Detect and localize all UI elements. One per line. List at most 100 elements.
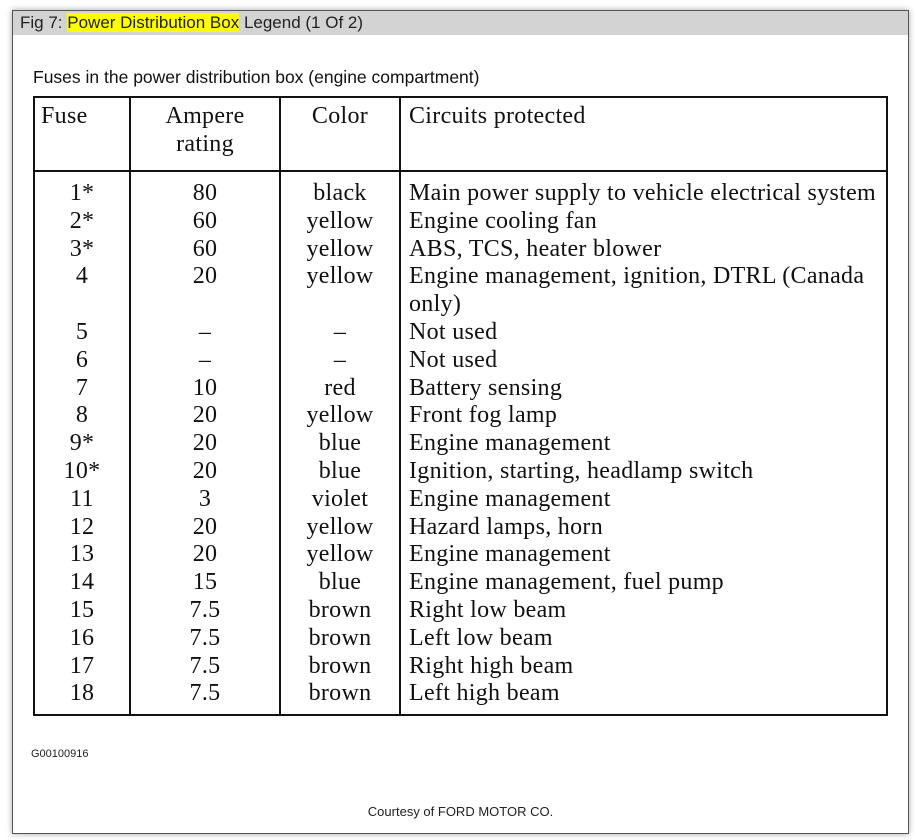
ampere-rating: 20: [129, 513, 281, 542]
fuse-color: blue: [279, 569, 401, 597]
fuse-number: 11: [33, 485, 131, 514]
ampere-rating: 3: [129, 485, 281, 514]
ampere-rating: 7.5: [129, 652, 281, 681]
circuits-protected: Engine management, ignition, DTRL (Canad…: [399, 263, 888, 319]
title-suffix: Legend (1 Of 2): [239, 13, 364, 32]
ampere-rating: 20: [129, 430, 281, 458]
ampere-rating: –: [129, 346, 281, 375]
fuse-color: red: [279, 374, 401, 403]
circuits-protected: Left high beam: [399, 680, 888, 717]
fuse-number: 2*: [33, 207, 131, 236]
circuits-protected: Hazard lamps, horn: [399, 513, 888, 542]
fuse-color: black: [279, 171, 401, 208]
title-prefix: Fig 7:: [20, 13, 68, 32]
fuse-color: yellow: [279, 263, 401, 319]
figure-id: G00100916: [31, 748, 89, 760]
table-row: 18 7.5 brown Left high beam: [33, 680, 888, 717]
table-row: 10* 20 blue Ignition, starting, headlamp sw…: [33, 457, 888, 486]
ampere-rating: 7.5: [129, 596, 281, 625]
circuits-protected: Right low beam: [399, 596, 888, 625]
fuse-color: yellow: [279, 207, 401, 236]
fuse-color: brown: [279, 624, 401, 653]
circuits-protected: Not used: [399, 318, 888, 347]
fuse-number: 7: [33, 374, 131, 403]
table-row: 14 15 blue Engine management, fuel pump: [33, 569, 888, 597]
fuse-color: yellow: [279, 402, 401, 431]
ampere-rating: 20: [129, 457, 281, 486]
fuse-color: blue: [279, 457, 401, 486]
circuits-protected: Engine management, fuel pump: [399, 569, 888, 597]
table-row: 4 20 yellow Engine management, ignition, DT…: [33, 263, 888, 319]
ampere-rating: 20: [129, 263, 281, 319]
circuits-protected: Right high beam: [399, 652, 888, 681]
table-row: 11 3 violet Engine management: [33, 485, 888, 514]
ampere-rating: 7.5: [129, 680, 281, 717]
figure-frame: Fig 7: Power Distribution Box Legend (1 …: [12, 10, 909, 834]
circuits-protected: Not used: [399, 346, 888, 375]
fuse-number: 18: [33, 680, 131, 717]
table-row: 2* 60 yellow Engine cooling fan: [33, 207, 888, 236]
fuse-number: 5: [33, 318, 131, 347]
table-row: 1* 80 black Main power supply to vehicle el…: [33, 171, 888, 208]
circuits-protected: Main power supply to vehicle electrical …: [399, 171, 888, 208]
ampere-rating: 20: [129, 402, 281, 431]
ampere-rating: 60: [129, 235, 281, 264]
fuse-color: yellow: [279, 513, 401, 542]
fuse-color: brown: [279, 652, 401, 681]
table-row: 8 20 yellow Front fog lamp: [33, 402, 888, 431]
fuse-color: yellow: [279, 541, 401, 570]
table-row: 6– – Not used: [33, 346, 888, 375]
table-row: 13 20 yellow Engine management: [33, 541, 888, 570]
ampere-rating: 10: [129, 374, 281, 403]
title-highlight: Power Distribution Box: [67, 13, 240, 32]
ampere-rating: 15: [129, 569, 281, 597]
fuse-number: 14: [33, 569, 131, 597]
ampere-rating: 80: [129, 171, 281, 208]
fuse-number: 4: [33, 263, 131, 319]
fuse-color: yellow: [279, 235, 401, 264]
fuse-number: 8: [33, 402, 131, 431]
ampere-rating: 60: [129, 207, 281, 236]
circuits-protected: Ignition, starting, headlamp switch: [399, 457, 888, 486]
column-header: Color: [279, 96, 401, 172]
fuse-color: –: [279, 346, 401, 375]
table-row: 15 7.5 brown Right low beam: [33, 596, 888, 625]
circuits-protected: Engine management: [399, 485, 888, 514]
circuits-protected: Left low beam: [399, 624, 888, 653]
fuse-color: violet: [279, 485, 401, 514]
fuse-color: brown: [279, 680, 401, 717]
fuse-number: 6: [33, 346, 131, 375]
fuse-color: –: [279, 318, 401, 347]
fuse-number: 10*: [33, 457, 131, 486]
circuits-protected: ABS, TCS, heater blower: [399, 235, 888, 264]
fuse-number: 15: [33, 596, 131, 625]
circuits-protected: Front fog lamp: [399, 402, 888, 431]
table-caption: Fuses in the power distribution box (eng…: [33, 67, 480, 87]
column-header: Circuits protected: [399, 96, 888, 172]
table-row: 5– – Not used: [33, 318, 888, 347]
fuse-number: 17: [33, 652, 131, 681]
courtesy-note: Courtesy of FORD MOTOR CO.: [367, 804, 554, 819]
fuse-color: brown: [279, 596, 401, 625]
circuits-protected: Battery sensing: [399, 374, 888, 403]
table-row: 17 7.5 brown Right high beam: [33, 652, 888, 681]
table-row: 7 10 red Battery sensing: [33, 374, 888, 403]
table-row: 16 7.5 brown Left low beam: [33, 624, 888, 653]
table-row: 9* 20 blue Engine management: [33, 430, 888, 458]
fuse-number: 12: [33, 513, 131, 542]
fuse-number: 13: [33, 541, 131, 570]
fuse-number: 9*: [33, 430, 131, 458]
fuse-number: 1*: [33, 171, 131, 208]
ampere-rating: –: [129, 318, 281, 347]
circuits-protected: Engine cooling fan: [399, 207, 888, 236]
table-row: 3* 60 yellow ABS, TCS, heater blower: [33, 235, 888, 264]
fuse-color: blue: [279, 430, 401, 458]
column-header: Fuse: [33, 96, 131, 172]
ampere-rating: 20: [129, 541, 281, 570]
column-header: Ampere rating: [129, 96, 281, 172]
circuits-protected: Engine management: [399, 430, 888, 458]
figure-title: Fig 7: Power Distribution Box Legend (1 …: [13, 11, 908, 35]
fuse-number: 3*: [33, 235, 131, 264]
circuits-protected: Engine management: [399, 541, 888, 570]
fuse-number: 16: [33, 624, 131, 653]
